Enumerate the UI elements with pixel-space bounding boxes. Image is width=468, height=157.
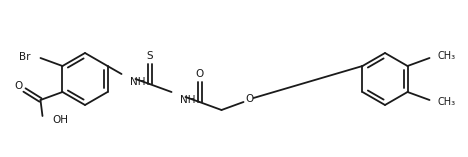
Text: S: S	[146, 51, 153, 61]
Text: O: O	[196, 69, 204, 79]
Text: NH: NH	[130, 77, 145, 87]
Text: CH₃: CH₃	[438, 51, 456, 61]
Text: O: O	[245, 94, 254, 104]
Text: CH₃: CH₃	[438, 97, 456, 107]
Text: NH: NH	[180, 95, 195, 105]
Text: Br: Br	[19, 52, 30, 62]
Text: O: O	[15, 81, 22, 91]
Text: OH: OH	[52, 115, 68, 125]
